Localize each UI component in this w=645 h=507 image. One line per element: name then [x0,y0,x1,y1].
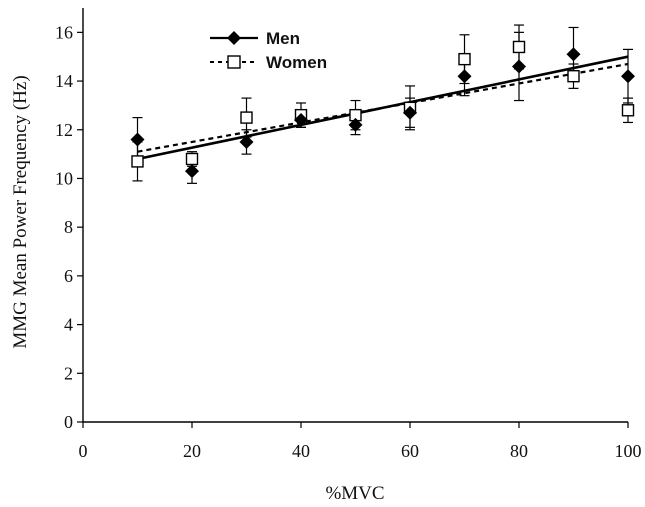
data-point-women [131,155,144,168]
data-point-men [130,132,145,147]
y-tick-label: 12 [55,120,73,140]
x-ticks: 0 20 40 60 80 100 [79,422,642,461]
legend-entry-men: Men [210,29,300,48]
x-axis-title: %MVC [325,483,384,504]
trend-line-men [137,55,629,161]
data-point-women [458,52,471,66]
x-tick-label: 20 [183,441,201,461]
x-tick-label: 60 [401,441,419,461]
data-point-women [512,40,526,54]
data-point-men [457,69,472,84]
y-tick-label: 10 [55,168,73,188]
y-axis-title: MMG Mean Power Frequency (Hz) [10,75,31,348]
y-tick-label: 2 [64,363,73,383]
data-point-women [567,69,580,83]
y-tick-label: 16 [55,22,73,42]
x-tick-label: 40 [292,441,310,461]
y-tick-label: 14 [55,71,73,91]
data-point-men [348,117,363,132]
legend-women-square-icon [227,55,241,69]
legend: Men Women [210,29,327,72]
y-tick-label: 6 [64,266,73,286]
legend-entry-women: Women [210,53,327,72]
x-tick-label: 0 [79,441,88,461]
data-point-men [239,134,254,149]
legend-men-label: Men [266,29,300,48]
legend-women-label: Women [266,53,327,72]
y-tick-label: 8 [64,217,73,237]
data-point-women [185,152,199,166]
data-point-men [621,69,635,84]
axes [82,8,628,423]
data-point-men [512,59,526,74]
legend-men-diamond-icon [227,31,241,45]
x-tick-label: 100 [615,441,642,461]
error-bars [132,24,633,184]
y-ticks: 0 2 4 6 8 10 12 14 16 [55,22,83,432]
x-tick-label: 80 [510,441,528,461]
trend-line-women [137,62,629,153]
y-tick-label: 4 [64,315,73,335]
data-point-men [185,164,199,179]
data-point-women [240,111,253,124]
data-point-men [566,47,581,62]
data-point-women [621,104,635,117]
y-tick-label: 0 [64,412,73,432]
trend-lines [137,55,629,161]
data-point-men [294,113,308,128]
data-points [130,40,635,179]
data-point-men [403,105,417,120]
